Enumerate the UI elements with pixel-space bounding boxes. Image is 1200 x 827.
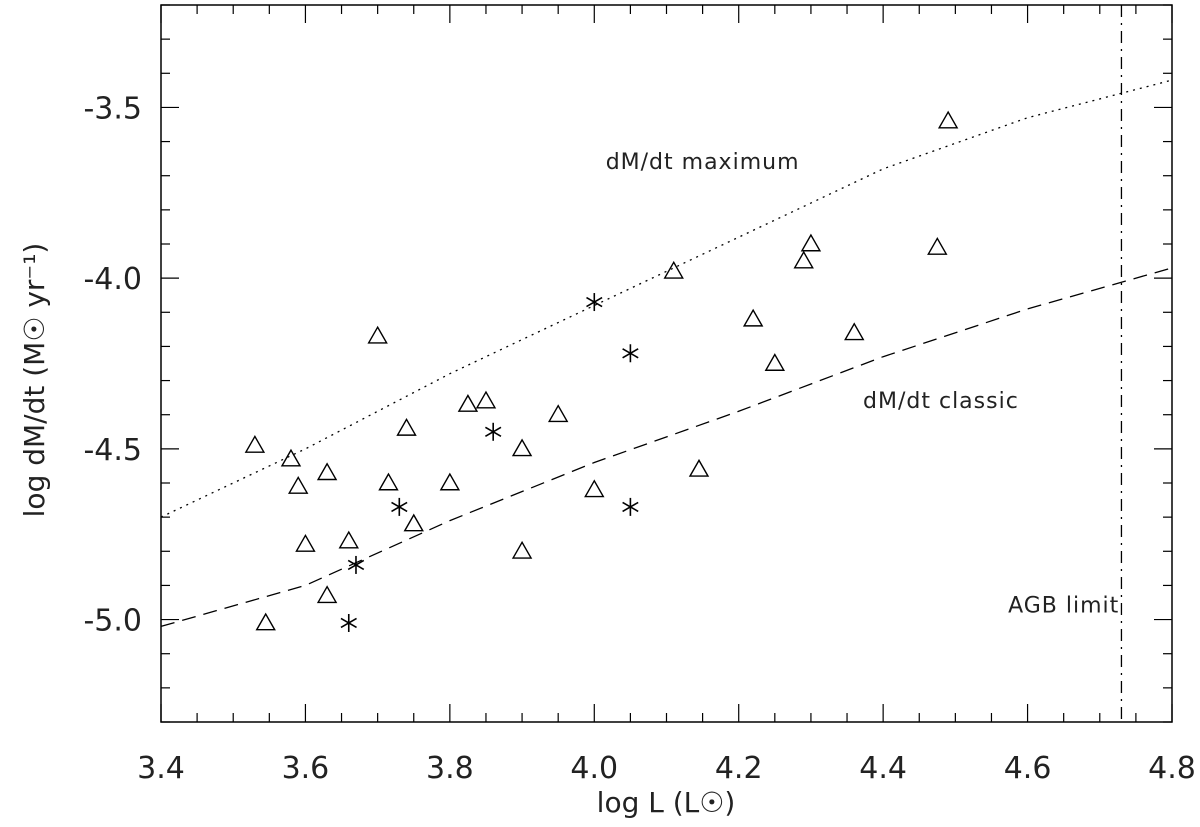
asterisk-point xyxy=(340,613,357,632)
triangle-point xyxy=(280,448,302,467)
triangle-point xyxy=(295,534,316,552)
asterisk-stroke xyxy=(586,296,603,308)
asterisk-stroke xyxy=(622,501,639,513)
triangle-point xyxy=(742,308,764,327)
triangle-point xyxy=(688,458,710,477)
annotation-label: AGB limit xyxy=(1008,594,1119,619)
triangle-point xyxy=(244,435,266,453)
tick-labels: 3.4 3.6 3.8 4.0 4.2 4.4 4.6 4.8 -5.0 -4.5 -4.0 -3.5 xyxy=(83,91,1195,786)
marks xyxy=(244,110,959,632)
triangle-point xyxy=(288,476,309,494)
triangle-point xyxy=(439,472,461,491)
x-axis-title: log L (L☉) xyxy=(597,786,736,819)
asterisk-point xyxy=(391,497,408,516)
triangle-point xyxy=(937,110,959,129)
triangle-point xyxy=(475,390,497,409)
triangle-point xyxy=(927,237,948,255)
triangle-point xyxy=(457,394,479,412)
asterisk-point xyxy=(484,422,502,441)
y-tick-label: -3.5 xyxy=(83,91,142,126)
triangle-point xyxy=(255,612,276,631)
x-tick-label: 3.8 xyxy=(426,751,474,786)
x-tick-label: 3.6 xyxy=(282,751,330,786)
x-tick-label: 4.0 xyxy=(570,751,618,786)
triangle-point xyxy=(663,260,684,279)
triangle-point xyxy=(316,462,338,481)
asterisk-point xyxy=(622,497,639,516)
x-tick-label: 4.2 xyxy=(715,751,763,786)
triangle-point xyxy=(764,353,786,371)
axis-ticks xyxy=(160,4,1173,723)
triangle-point xyxy=(403,513,424,532)
triangle-point xyxy=(547,404,569,423)
plot-lines xyxy=(160,5,1173,722)
y-tick-label: -4.0 xyxy=(83,262,142,297)
x-tick-label: 4.4 xyxy=(859,751,907,786)
triangle-point xyxy=(338,530,359,549)
asterisk-point xyxy=(622,344,639,363)
triangle-point xyxy=(378,472,399,491)
triangle-point xyxy=(584,479,605,498)
y-axis-title: log dM/dt (M☉ yr⁻¹) xyxy=(18,243,51,518)
asterisk-point xyxy=(347,555,365,574)
asterisk-point xyxy=(586,293,603,312)
y-tick-label: -4.5 xyxy=(83,433,142,468)
annotation-label: dM/dt classic xyxy=(863,389,1019,414)
triangle-point xyxy=(396,417,417,436)
annotations: dM/dt maximum dM/dt classic AGB limit xyxy=(606,150,1119,619)
triangle-point xyxy=(367,325,388,344)
triangle-point xyxy=(511,540,533,559)
asterisk-stroke xyxy=(484,426,502,437)
triangle-point xyxy=(844,322,865,341)
triangle-point xyxy=(800,233,822,252)
triangle-point xyxy=(511,438,533,457)
asterisk-stroke xyxy=(347,559,365,571)
asterisk-stroke xyxy=(391,501,408,513)
max-rate-line xyxy=(160,79,1173,518)
triangle-point xyxy=(793,250,814,269)
x-tick-label: 4.8 xyxy=(1148,751,1196,786)
asterisk-stroke xyxy=(622,348,639,359)
annotation-label: dM/dt maximum xyxy=(606,150,800,175)
y-tick-label: -5.0 xyxy=(83,604,142,639)
asterisk-stroke xyxy=(340,617,357,629)
x-tick-label: 4.6 xyxy=(1004,751,1052,786)
triangle-point xyxy=(316,585,338,604)
x-tick-label: 3.4 xyxy=(137,751,185,786)
classic-rate-line xyxy=(160,267,1173,628)
